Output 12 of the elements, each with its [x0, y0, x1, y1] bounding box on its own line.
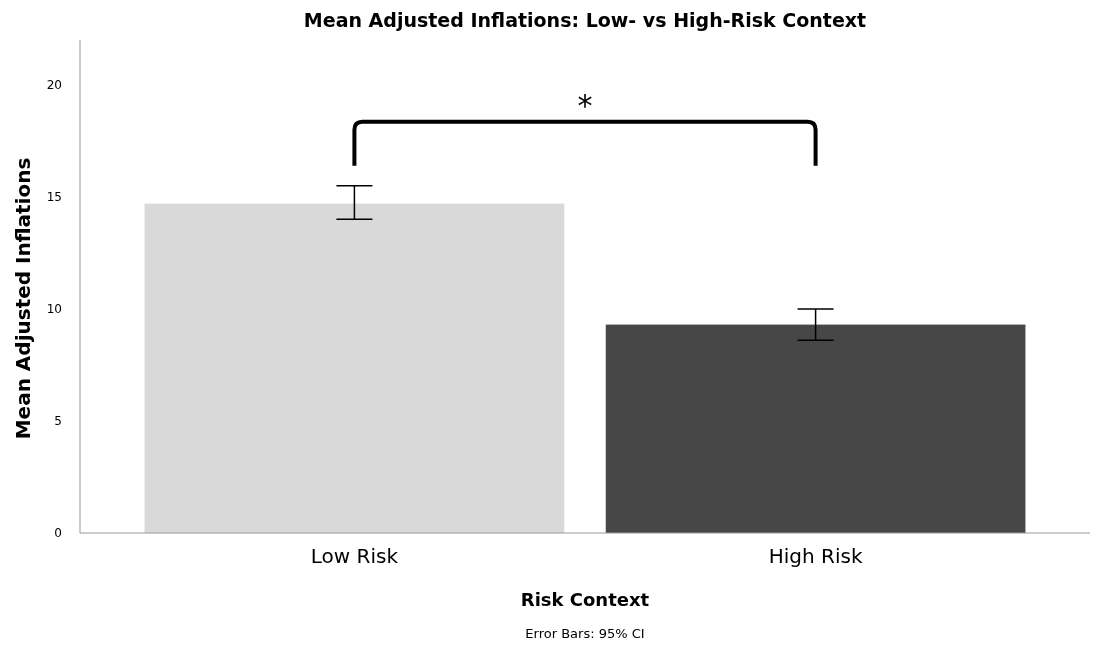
x-tick-label: High Risk [768, 544, 863, 568]
y-tick-label: 15 [46, 190, 62, 205]
y-tick-label: 10 [46, 302, 62, 317]
x-tick-label: Low Risk [310, 544, 399, 568]
x-axis-title: Risk Context [520, 589, 650, 610]
y-tick-label: 5 [54, 414, 62, 429]
chart-title: Mean Adjusted Inflations: Low- vs High-Risk Context [303, 9, 867, 31]
y-axis-title: Mean Adjusted Inflations [11, 157, 35, 440]
text: Error Bars: 95% CI [525, 626, 645, 641]
y-tick-label: 20 [46, 78, 62, 93]
y-tick-label: 0 [54, 526, 62, 541]
annotation: * [577, 87, 593, 123]
